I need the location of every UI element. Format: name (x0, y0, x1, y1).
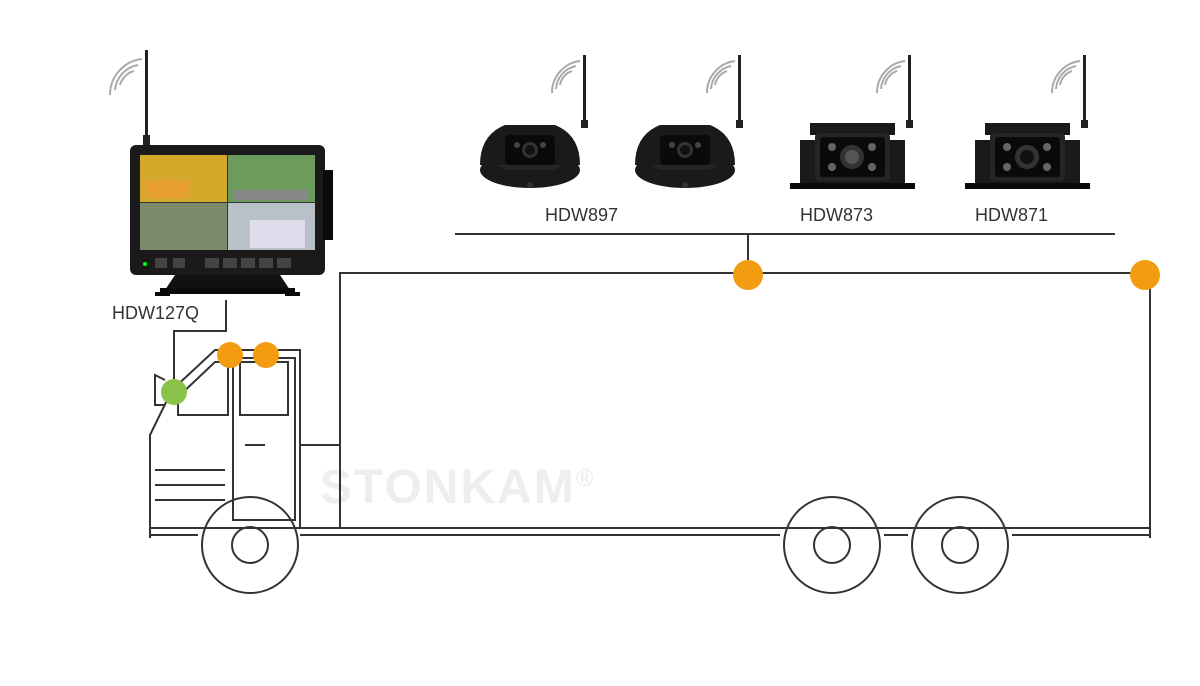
camera3-label: HDW871 (975, 205, 1048, 226)
camera-4 (965, 45, 1125, 205)
camera2-label: HDW873 (800, 205, 873, 226)
camera-hline (455, 233, 1115, 235)
dot-orange-cab1 (217, 342, 243, 368)
dot-orange-trailer-mid (733, 260, 763, 290)
truck-diagram (100, 270, 1170, 610)
camera-2 (630, 45, 780, 205)
camera1-label: HDW897 (545, 205, 618, 226)
camera-3 (790, 45, 950, 205)
dot-green-monitor (161, 379, 187, 405)
monitor-label: HDW127Q (112, 303, 199, 324)
dot-orange-cab2 (253, 342, 279, 368)
dot-orange-trailer-rear (1130, 260, 1160, 290)
camera-1 (475, 45, 625, 205)
